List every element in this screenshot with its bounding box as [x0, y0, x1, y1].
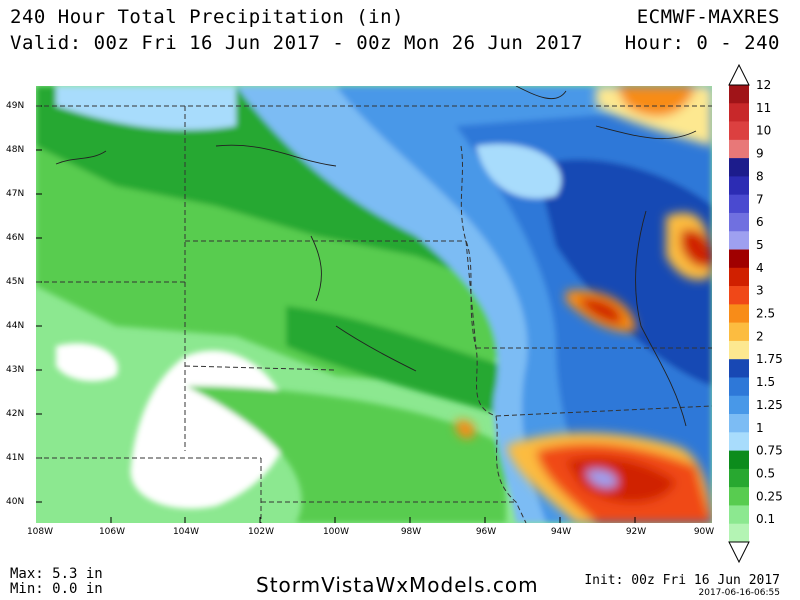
heavy-precip-iowa	[455, 419, 476, 439]
legend-swatch	[729, 359, 749, 378]
legend-swatch	[729, 340, 749, 360]
legend-swatch	[729, 249, 749, 269]
dry-area	[56, 343, 118, 382]
model-name: ECMWF-MAXRES	[636, 6, 780, 28]
legend-label: 12	[756, 78, 771, 92]
heavy-precip-east	[681, 229, 712, 268]
legend-label: 0.1	[756, 512, 775, 526]
lat-label: 47N	[6, 189, 25, 199]
legend-swatch	[729, 414, 749, 433]
legend-swatch	[729, 450, 749, 470]
lat-label: 44N	[6, 321, 25, 331]
legend-swatch	[729, 194, 749, 214]
legend-labels: 12 11 10 9 8 7 6 5 4 3 2.5 2 1.75 1.5 1.25 1 0.75 0.5 0.25…	[756, 78, 783, 526]
lon-label: 96W	[475, 527, 497, 537]
rivers-lakes	[55, 86, 697, 427]
forecast-hours: Hour: 0 - 240	[624, 32, 780, 54]
precip-legend: 12 11 10 9 8 7 6 5 4 3 2.5 2 1.75 1.5 1.25 1 0.75 0.5 0.25…	[728, 63, 783, 564]
legend-swatch	[729, 267, 749, 287]
legend-label: 1.5	[756, 375, 775, 389]
heavy-precip-south	[566, 457, 676, 503]
legend-swatch	[729, 432, 749, 451]
legend-swatch	[729, 322, 749, 342]
lat-label: 45N	[6, 277, 25, 287]
legend-label: 4	[756, 261, 764, 275]
lat-label: 41N	[6, 453, 25, 463]
lat-label: 40N	[6, 497, 25, 507]
legend-swatch	[729, 468, 749, 488]
lat-label: 48N	[6, 145, 25, 155]
legend-swatch	[729, 158, 749, 177]
state-borders	[36, 105, 712, 523]
legend-swatch	[729, 395, 749, 415]
legend-label: 0.75	[756, 444, 783, 458]
lat-label: 46N	[6, 233, 25, 243]
legend-label: 1.75	[756, 352, 783, 366]
map-title: 240 Hour Total Precipitation (in)	[10, 6, 404, 28]
init-time: Init: 00z Fri 16 Jun 2017	[584, 573, 780, 588]
min-value: Min: 0.0 in	[10, 581, 103, 597]
legend-swatch	[729, 231, 749, 250]
legend-label: 2	[756, 329, 764, 343]
legend-label: 6	[756, 215, 764, 229]
legend-arrow-up	[728, 63, 750, 86]
legend-swatch	[729, 523, 749, 543]
legend-arrow-down	[728, 541, 750, 564]
lon-label: 90W	[693, 527, 715, 537]
lon-label: 104W	[172, 527, 200, 537]
lon-label: 100W	[322, 527, 350, 537]
lon-label: 92W	[625, 527, 647, 537]
valid-period: Valid: 00z Fri 16 Jun 2017 - 00z Mon 26 …	[10, 32, 584, 54]
legend-swatch	[729, 487, 749, 506]
heavy-precip-south	[586, 469, 617, 488]
max-value: Max: 5.3 in	[10, 566, 103, 582]
legend-swatch	[729, 212, 749, 232]
lon-label: 98W	[400, 527, 422, 537]
legend-swatch	[729, 286, 749, 305]
precip-field-medium	[186, 386, 506, 523]
heavy-precip-north	[616, 86, 696, 117]
legend-label: 7	[756, 192, 764, 206]
legend-swatch	[729, 103, 749, 122]
lon-label: 106W	[98, 527, 126, 537]
legend-swatch	[729, 85, 749, 104]
precip-field-pale	[56, 86, 236, 130]
legend-label: 1.25	[756, 398, 783, 412]
legend-label: 0.25	[756, 489, 783, 503]
legend-label: 1	[756, 421, 764, 435]
legend-label: 5	[756, 238, 764, 252]
legend-swatch	[729, 176, 749, 195]
lat-label: 42N	[6, 409, 25, 419]
lon-label: 108W	[26, 527, 54, 537]
legend-label: 3	[756, 284, 764, 298]
timestamp: 2017-06-16-06:55	[698, 588, 781, 598]
precipitation-map	[36, 86, 712, 523]
legend-label: 0.5	[756, 466, 775, 480]
legend-swatch	[729, 377, 749, 397]
lon-label: 94W	[550, 527, 572, 537]
legend-swatch	[729, 304, 749, 323]
legend-label: 11	[756, 101, 771, 115]
legend-swatches	[729, 85, 749, 543]
legend-label: 9	[756, 147, 764, 161]
lon-label: 102W	[247, 527, 275, 537]
legend-swatch	[729, 505, 749, 525]
legend-label: 2.5	[756, 307, 775, 321]
precip-field-pale	[476, 144, 562, 199]
heavy-precip-mid	[581, 297, 622, 324]
legend-swatch	[729, 121, 749, 141]
legend-label: 10	[756, 124, 771, 138]
lat-label: 49N	[6, 101, 25, 111]
legend-label: 8	[756, 169, 764, 183]
site-name: StormVistaWxModels.com	[256, 573, 539, 597]
lat-label: 43N	[6, 365, 25, 375]
legend-swatch	[729, 139, 749, 159]
